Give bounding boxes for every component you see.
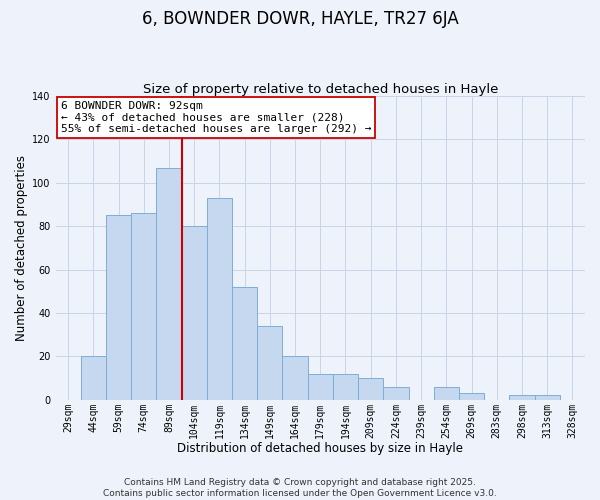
Bar [383,387,409,400]
Bar [182,226,207,400]
Text: Contains HM Land Registry data © Crown copyright and database right 2025.
Contai: Contains HM Land Registry data © Crown c… [103,478,497,498]
Text: 6 BOWNDER DOWR: 92sqm
← 43% of detached houses are smaller (228)
55% of semi-det: 6 BOWNDER DOWR: 92sqm ← 43% of detached … [61,100,371,134]
Bar [232,287,257,400]
Bar [333,374,358,400]
Bar [459,394,484,400]
Bar [207,198,232,400]
Text: 6, BOWNDER DOWR, HAYLE, TR27 6JA: 6, BOWNDER DOWR, HAYLE, TR27 6JA [142,10,458,28]
Bar [257,326,283,400]
Bar [535,396,560,400]
Bar [157,168,182,400]
Title: Size of property relative to detached houses in Hayle: Size of property relative to detached ho… [143,83,498,96]
Bar [358,378,383,400]
Bar [106,216,131,400]
Y-axis label: Number of detached properties: Number of detached properties [15,155,28,341]
X-axis label: Distribution of detached houses by size in Hayle: Distribution of detached houses by size … [177,442,463,455]
Bar [131,213,157,400]
Bar [283,356,308,400]
Bar [308,374,333,400]
Bar [434,387,459,400]
Bar [81,356,106,400]
Bar [509,396,535,400]
